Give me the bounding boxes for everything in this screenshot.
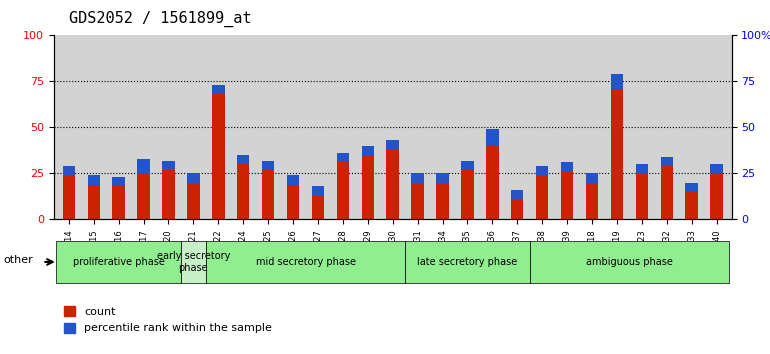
Bar <box>62 166 75 219</box>
Bar <box>486 129 499 146</box>
Bar <box>237 155 249 219</box>
Bar <box>685 183 698 192</box>
Bar <box>137 159 150 173</box>
Bar <box>336 153 349 219</box>
Text: GDS2052 / 1561899_at: GDS2052 / 1561899_at <box>69 11 252 27</box>
Text: early secretory
phase: early secretory phase <box>157 251 230 273</box>
Bar <box>661 157 673 166</box>
Bar <box>586 173 598 183</box>
Bar <box>336 153 349 162</box>
Bar <box>635 164 648 173</box>
FancyBboxPatch shape <box>206 241 405 283</box>
Bar <box>187 173 199 183</box>
Bar <box>685 183 698 219</box>
Bar <box>362 146 374 219</box>
Bar <box>461 161 474 219</box>
Bar <box>286 175 300 184</box>
Bar <box>661 157 673 219</box>
Bar <box>262 161 274 219</box>
Bar <box>312 186 324 195</box>
Bar <box>212 85 225 94</box>
Bar <box>162 161 175 170</box>
FancyBboxPatch shape <box>181 241 206 283</box>
Text: proliferative phase: proliferative phase <box>72 257 165 267</box>
Bar <box>162 161 175 219</box>
Bar <box>486 129 499 219</box>
Bar <box>262 161 274 170</box>
FancyBboxPatch shape <box>405 241 530 283</box>
Bar <box>187 173 199 219</box>
Text: other: other <box>4 255 34 265</box>
Bar <box>710 164 723 173</box>
Bar <box>710 164 723 219</box>
Bar <box>112 177 125 219</box>
Bar <box>88 175 100 184</box>
FancyBboxPatch shape <box>530 241 729 283</box>
Bar <box>561 162 574 219</box>
Bar <box>437 173 449 183</box>
Legend: count, percentile rank within the sample: count, percentile rank within the sample <box>59 302 276 338</box>
Text: ambiguous phase: ambiguous phase <box>586 257 673 267</box>
Bar <box>635 164 648 219</box>
Bar <box>88 175 100 219</box>
Bar <box>362 146 374 155</box>
Bar <box>611 74 623 89</box>
Bar <box>437 173 449 219</box>
Bar <box>611 74 623 219</box>
Bar <box>511 190 524 219</box>
Bar <box>137 159 150 219</box>
Text: late secretory phase: late secretory phase <box>417 257 517 267</box>
Bar <box>112 177 125 186</box>
Bar <box>62 166 75 175</box>
Bar <box>312 186 324 219</box>
Bar <box>461 161 474 170</box>
Bar <box>411 173 424 183</box>
FancyBboxPatch shape <box>56 241 181 283</box>
Bar <box>586 173 598 219</box>
Bar <box>536 166 548 175</box>
Bar <box>387 140 399 219</box>
Bar <box>511 190 524 199</box>
Bar <box>387 140 399 149</box>
Bar <box>212 85 225 219</box>
Text: mid secretory phase: mid secretory phase <box>256 257 356 267</box>
Bar <box>561 162 574 172</box>
Bar <box>286 175 300 219</box>
Bar <box>536 166 548 219</box>
Bar <box>237 155 249 164</box>
Bar <box>411 173 424 219</box>
